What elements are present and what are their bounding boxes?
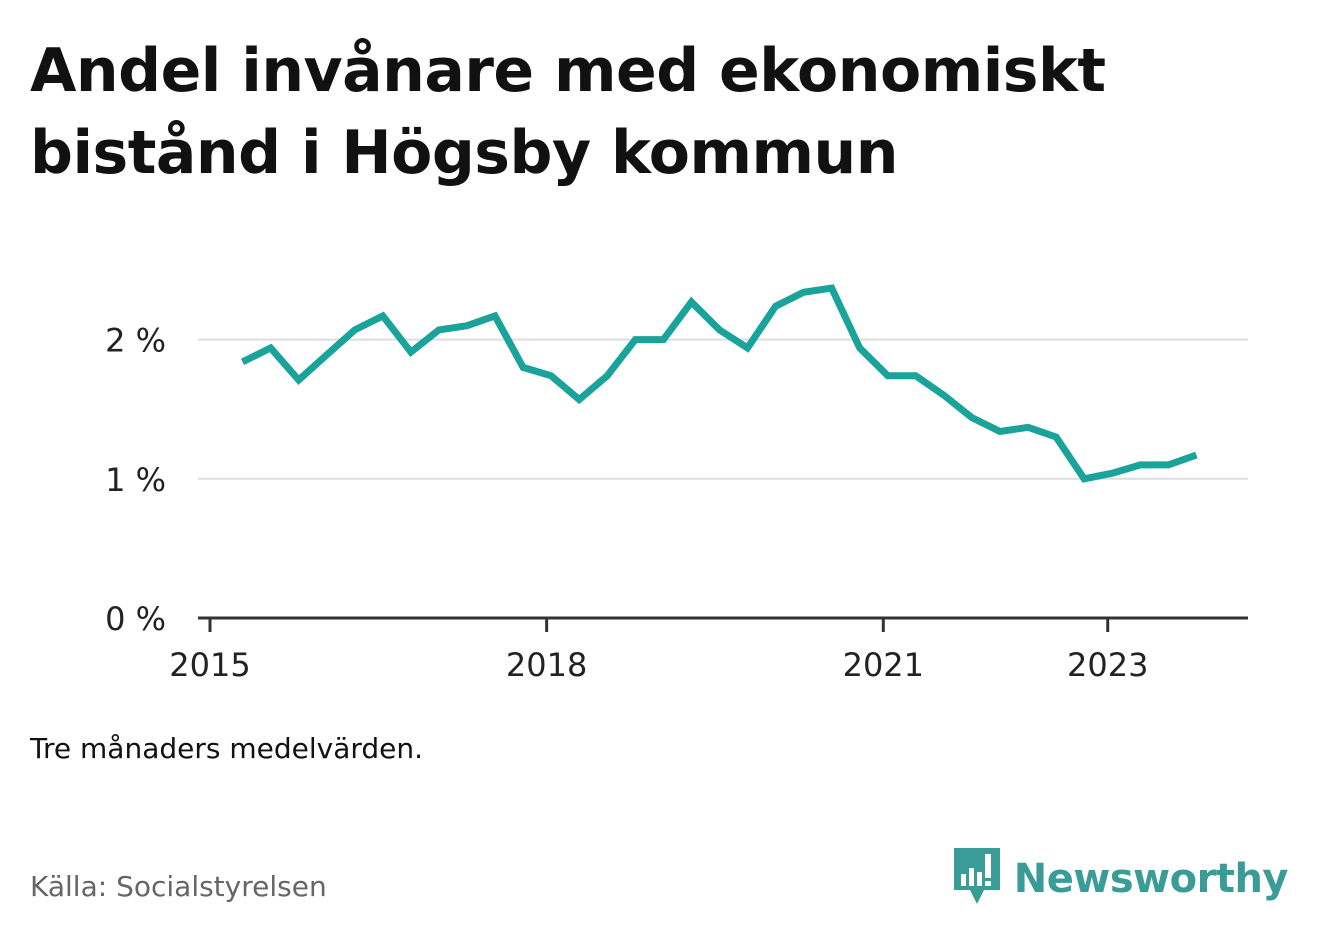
y-tick-label: 0 %	[105, 600, 166, 638]
series-layer	[240, 284, 1198, 483]
gridlines	[198, 338, 1248, 480]
y-tick-label: 1 %	[105, 461, 166, 499]
brand-logo[interactable]: Newsworthy	[952, 846, 1289, 912]
x-tick-label: 2021	[843, 646, 924, 684]
x-axis: 2015 2018 2021 2023	[169, 616, 1248, 684]
series-line	[240, 284, 1198, 483]
brand-name: Newsworthy	[1013, 856, 1289, 902]
x-tick-label: 2015	[169, 646, 250, 684]
x-tick-label: 2018	[506, 646, 587, 684]
chart-title: Andel invånare med ekonomiskt bistånd i …	[30, 36, 1106, 188]
source-label: Källa: Socialstyrelsen	[30, 870, 327, 903]
y-tick-label: 2 %	[105, 322, 166, 360]
x-tick-label: 2023	[1067, 646, 1148, 684]
chart-note: Tre månaders medelvärden.	[30, 732, 424, 765]
newsworthy-logo-icon	[952, 846, 1002, 912]
y-axis-ticks: 0 % 1 % 2 %	[105, 322, 166, 638]
